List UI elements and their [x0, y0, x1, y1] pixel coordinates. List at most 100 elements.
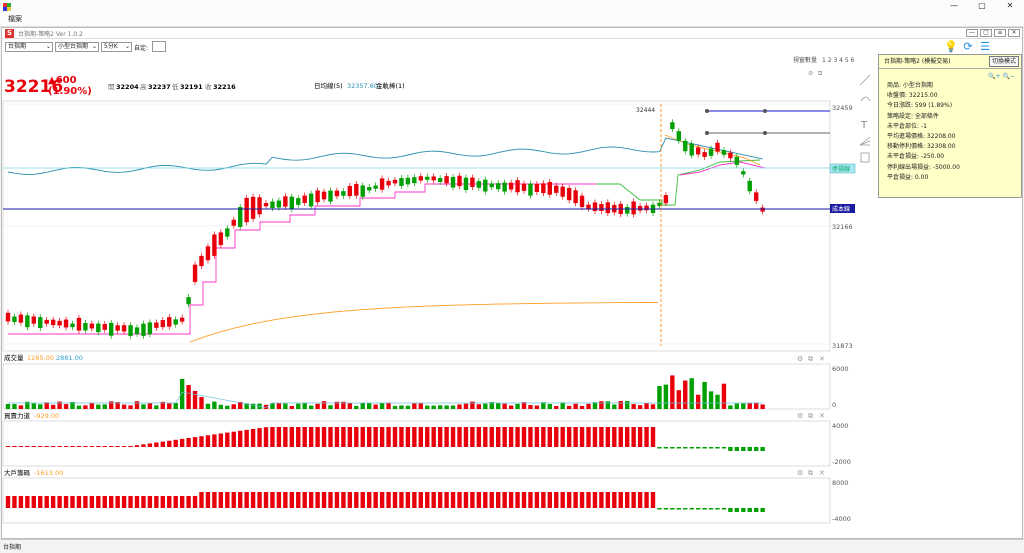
bigplayer-copy-icon[interactable]: ⧉ — [808, 469, 813, 477]
trendline-tool-icon[interactable] — [859, 74, 871, 86]
volume-bar — [173, 402, 178, 409]
band-green-segment — [597, 159, 761, 206]
zoom-in-icon[interactable]: 🔍+ — [988, 73, 1001, 80]
candle-body — [412, 177, 417, 184]
panel-settings-icon[interactable]: ⚙ — [808, 70, 813, 77]
info-row: 未平倉損益: -250.00 — [887, 153, 945, 161]
user-list-icon[interactable]: ☰ — [980, 40, 990, 53]
bigplayer-bar — [741, 508, 746, 512]
stop-loss-tag — [829, 163, 856, 174]
power-bar — [541, 427, 546, 447]
candle-body — [631, 201, 636, 215]
candle-body — [315, 190, 320, 203]
zoom-out-icon[interactable]: 🔍− — [1002, 73, 1016, 80]
volume-bar — [663, 384, 669, 409]
bigplayer-bar — [12, 496, 17, 508]
power-bar — [579, 427, 585, 447]
power-close-icon[interactable]: ✕ — [819, 412, 825, 420]
grid — [3, 103, 830, 345]
bigplayer-bar — [238, 492, 243, 508]
power-bar — [728, 447, 733, 451]
bigplayer-bar — [670, 508, 675, 510]
bigplayer-bar — [573, 492, 578, 508]
close-button[interactable]: ✕ — [1006, 1, 1014, 10]
text-tool-icon[interactable]: T — [860, 120, 868, 131]
product-select[interactable]: 小型台指期 ⌄ — [55, 42, 99, 52]
power-bar — [12, 446, 17, 447]
power-bar — [754, 447, 759, 451]
chart-settings-button[interactable]: ≡ — [994, 29, 1006, 37]
candle-body — [192, 264, 198, 282]
bigplayer-bar — [302, 492, 307, 508]
bigplayer-bar — [437, 492, 443, 508]
volume-bars — [5, 375, 765, 409]
volume-settings-icon[interactable]: ⚙ — [797, 355, 803, 363]
candle-body — [179, 317, 185, 322]
power-bar — [625, 427, 630, 447]
bigplayer-bar — [96, 496, 101, 508]
candle-body — [386, 180, 391, 186]
power-panel-header: 買賣力道 -929.00 4000 -2000 — [4, 411, 851, 466]
target-line-2-handle[interactable] — [705, 131, 709, 135]
bigplayer-bar — [341, 492, 346, 508]
candle-body — [250, 196, 256, 219]
volume-value-2: 2881.00 — [56, 354, 83, 362]
status-tab[interactable]: 台指期 — [3, 544, 22, 551]
maximize-button[interactable]: ▢ — [978, 1, 986, 10]
volume-copy-icon[interactable]: ⧉ — [808, 355, 813, 363]
target-line-1-handle[interactable] — [763, 109, 767, 113]
window-count-numbers[interactable]: 1 2 3 4 5 6 — [822, 57, 855, 64]
power-bar — [31, 446, 36, 447]
candle-body — [57, 320, 62, 326]
target-line-1-handle[interactable] — [705, 109, 709, 113]
power-bar — [50, 446, 56, 447]
bigplayer-settings-icon[interactable]: ⚙ — [797, 469, 803, 477]
minimize-button[interactable]: — — [950, 1, 958, 10]
custom-period-input[interactable] — [152, 41, 166, 52]
refresh-icon[interactable]: ⟳ — [963, 40, 973, 53]
candle-body — [405, 177, 411, 185]
switch-mode-button[interactable]: 切換模式 — [988, 56, 1019, 67]
power-bar — [218, 433, 224, 447]
power-axis-top: 4000 — [832, 422, 849, 430]
menu-file[interactable]: 檔案 — [8, 15, 22, 23]
bigplayer-close-icon[interactable]: ✕ — [819, 469, 825, 477]
curve-tool-icon[interactable] — [860, 96, 871, 102]
candle-body — [70, 323, 75, 328]
volume-bar — [225, 405, 230, 409]
bigplayer-bar — [334, 492, 340, 508]
bigplayer-bar — [631, 492, 636, 508]
volume-bar — [470, 401, 475, 409]
bigplayer-bar — [173, 496, 178, 508]
trash-icon[interactable] — [860, 152, 870, 163]
bigplayer-bar — [657, 508, 662, 510]
bigplayer-bar — [109, 496, 114, 508]
volume-bar — [702, 381, 707, 409]
period-select[interactable]: 5分K ⌄ — [101, 42, 132, 52]
power-copy-icon[interactable]: ⧉ — [808, 412, 813, 420]
power-settings-icon[interactable]: ⚙ — [797, 412, 803, 420]
volume-close-icon[interactable]: ✕ — [819, 355, 825, 363]
symbol-select[interactable]: 台指期 ⌄ — [5, 42, 53, 52]
chart-minimize-button[interactable]: — — [966, 29, 978, 37]
volume-bar — [31, 403, 36, 409]
candle-body — [302, 195, 307, 203]
candle-body — [392, 179, 398, 184]
volume-bar — [418, 403, 423, 409]
candle-body — [102, 324, 107, 330]
target-line-2-handle[interactable] — [763, 131, 767, 135]
volume-bar — [566, 405, 572, 409]
fan-tool-icon[interactable] — [859, 136, 871, 146]
volume-bar — [205, 403, 211, 409]
target-lines — [705, 109, 830, 135]
custom-period-label: 自定: — [134, 45, 149, 52]
chart-maximize-button[interactable]: ▢ — [980, 29, 992, 37]
power-bar — [147, 443, 153, 447]
candle-body — [379, 178, 385, 190]
candle-body — [44, 319, 49, 324]
lightbulb-icon[interactable]: 💡 — [944, 40, 958, 53]
candle-body — [566, 188, 572, 201]
panel-copy-icon[interactable]: ⧉ — [818, 70, 823, 77]
chart-close-button[interactable]: ✕ — [1008, 29, 1020, 37]
bigplayer-bar — [476, 492, 482, 508]
